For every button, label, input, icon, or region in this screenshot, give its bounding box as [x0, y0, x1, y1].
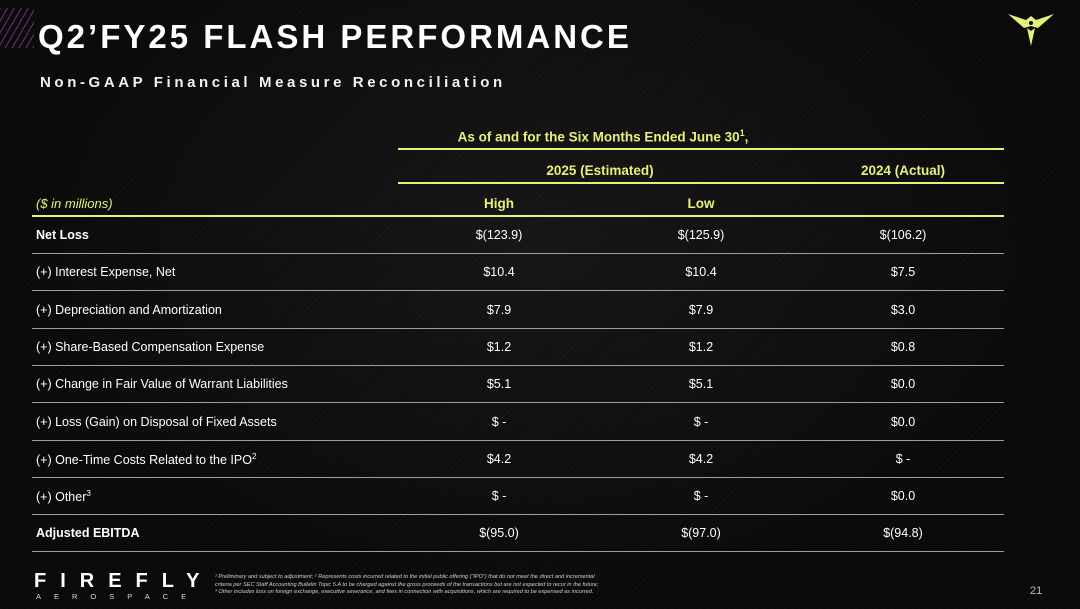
cell-low: $10.4 — [685, 265, 717, 280]
cell-high: $ - — [491, 489, 507, 504]
cell-actual: $0.0 — [890, 377, 916, 392]
header-rule-bottom — [32, 215, 1004, 217]
cell-high: $4.2 — [486, 451, 512, 466]
row-divider — [32, 290, 1004, 292]
row-label: (+) Interest Expense, Net — [36, 265, 175, 279]
cell-low: $1.2 — [688, 339, 714, 354]
row-label-text: (+) Depreciation and Amortization — [36, 302, 222, 317]
decorative-hatch — [0, 8, 34, 48]
row-label: (+) Loss (Gain) on Disposal of Fixed Ass… — [36, 415, 277, 429]
row-divider — [32, 253, 1004, 254]
header-rule-mid — [398, 182, 1004, 184]
page-title: Q2’FY25 FLASH PERFORMANCE — [38, 18, 632, 55]
cell-low: $ - — [693, 414, 709, 429]
cell-actual: $(94.8) — [883, 526, 923, 541]
cell-low: $(125.9) — [677, 228, 725, 242]
row-divider — [32, 551, 1004, 553]
row-label: (+) Share-Based Compensation Expense — [36, 340, 264, 354]
cell-low: $(97.0) — [681, 526, 721, 541]
row-divider — [32, 327, 1004, 329]
row-label: (+) One-Time Costs Related to the IPO2 — [36, 452, 256, 467]
row-label: (+) Other3 — [36, 489, 91, 504]
row-label-text: Adjusted EBITDA — [36, 526, 140, 541]
cell-actual: $(106.2) — [879, 228, 927, 242]
cell-actual: $0.8 — [890, 339, 916, 354]
cell-actual: $3.0 — [890, 302, 916, 317]
footnote-line: criteria per SEC Staff Accounting Bullet… — [215, 581, 599, 588]
header-period: As of and for the Six Months Ended June … — [457, 128, 749, 145]
header-rule-top — [398, 148, 1004, 150]
header-2024: 2024 (Actual) — [860, 163, 946, 178]
header-2025: 2025 (Estimated) — [546, 163, 654, 178]
cell-low: $7.9 — [688, 302, 714, 317]
cell-high: $ - — [491, 414, 507, 429]
footnotes: ¹ Preliminary and subject to adjustment;… — [215, 574, 735, 597]
row-label-footnote-ref: 2 — [251, 451, 257, 461]
row-divider — [32, 514, 1004, 516]
row-divider — [32, 402, 1004, 404]
cell-low: $5.1 — [688, 377, 714, 392]
row-label-text: (+) Loss (Gain) on Disposal of Fixed Ass… — [36, 414, 277, 429]
page-number: 21 — [1030, 585, 1043, 597]
brand-name: FIREFLY — [34, 570, 214, 592]
cell-actual: $7.5 — [890, 265, 916, 280]
row-label-text: (+) Change in Fair Value of Warrant Liab… — [36, 377, 288, 392]
units-label: ($ in millions) — [36, 196, 113, 211]
row-divider — [32, 364, 1004, 366]
row-label-footnote-ref: 3 — [86, 489, 91, 499]
cell-high: $5.1 — [486, 377, 512, 392]
row-label-text: Net Loss — [36, 228, 89, 242]
cell-high: $(95.0) — [479, 526, 519, 541]
row-label: Adjusted EBITDA — [36, 526, 139, 540]
footnote-line: ¹ Preliminary and subject to adjustment;… — [215, 574, 595, 580]
col-high: High — [484, 196, 514, 211]
cell-actual: $0.0 — [890, 489, 916, 504]
row-divider — [32, 476, 1004, 478]
cell-actual: $0.0 — [890, 414, 916, 429]
row-label: Net Loss — [36, 228, 89, 242]
row-label-text: (+) Other — [36, 490, 87, 505]
cell-low: $ - — [693, 489, 709, 504]
cell-high: $(123.9) — [475, 228, 523, 242]
row-label-text: (+) Interest Expense, Net — [36, 265, 176, 280]
page-subtitle: Non-GAAP Financial Measure Reconciliatio… — [40, 74, 506, 91]
cell-high: $10.4 — [483, 265, 515, 280]
row-label-text: (+) Share-Based Compensation Expense — [36, 339, 265, 354]
col-low: Low — [687, 196, 715, 211]
row-label: (+) Depreciation and Amortization — [36, 303, 222, 317]
row-divider — [32, 439, 1004, 441]
row-label-text: (+) One-Time Costs Related to the IPO — [36, 452, 252, 467]
cell-high: $1.2 — [486, 339, 512, 354]
cell-low: $4.2 — [688, 451, 714, 466]
firefly-logo-icon — [1008, 14, 1054, 46]
cell-high: $7.9 — [486, 302, 512, 317]
row-label: (+) Change in Fair Value of Warrant Liab… — [36, 377, 288, 391]
brand-subname: AEROSPACE — [36, 592, 200, 601]
cell-actual: $ - — [895, 451, 911, 466]
footnote-line: ³ Other includes loss on foreign exchang… — [215, 589, 594, 596]
